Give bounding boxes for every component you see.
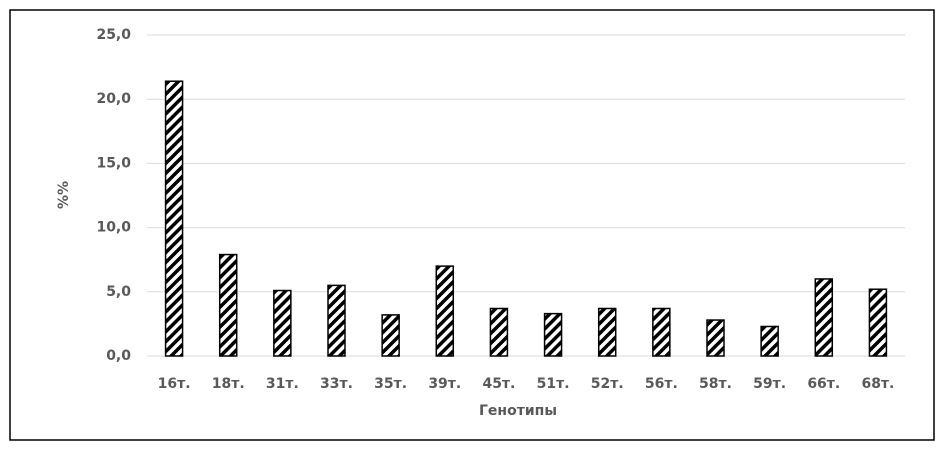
bar [381, 314, 400, 357]
y-tick-label: 15,0 [96, 155, 131, 171]
bar [760, 325, 779, 357]
bar [164, 80, 184, 357]
bar [814, 278, 834, 357]
y-tick-label: 5,0 [106, 284, 131, 300]
x-tick-label: 58т. [699, 376, 732, 392]
bar [489, 307, 509, 357]
y-tick-label: 25,0 [96, 27, 131, 43]
x-tick-label: 18т. [212, 376, 245, 392]
x-tick-label: 33т. [320, 376, 353, 392]
x-tick-label: 31т. [266, 376, 299, 392]
x-tick-label: 45т. [482, 376, 515, 392]
bar [543, 312, 563, 357]
x-tick-label: 39т. [428, 376, 461, 392]
x-tick-label: 56т. [645, 376, 678, 392]
chart-border [9, 9, 935, 441]
bar [652, 307, 671, 357]
x-tick-label: 66т. [807, 376, 840, 392]
bar [597, 307, 617, 357]
bar [706, 319, 725, 357]
x-tick-label: 35т. [374, 376, 407, 392]
x-axis-title: Генотипы [479, 403, 557, 419]
bar [868, 288, 888, 357]
x-tick-label: 68т. [861, 376, 894, 392]
x-tick-label: 16т. [158, 376, 191, 392]
y-axis-title: %% [56, 181, 72, 209]
bar [327, 284, 346, 357]
x-tick-label: 59т. [753, 376, 786, 392]
y-tick-label: 20,0 [96, 91, 131, 107]
y-tick-label: 10,0 [96, 220, 131, 236]
y-tick-label: 0,0 [106, 348, 131, 364]
x-tick-label: 51т. [537, 376, 570, 392]
bar [218, 253, 238, 357]
bar [435, 265, 455, 357]
x-tick-label: 52т. [591, 376, 624, 392]
bar [273, 289, 292, 357]
